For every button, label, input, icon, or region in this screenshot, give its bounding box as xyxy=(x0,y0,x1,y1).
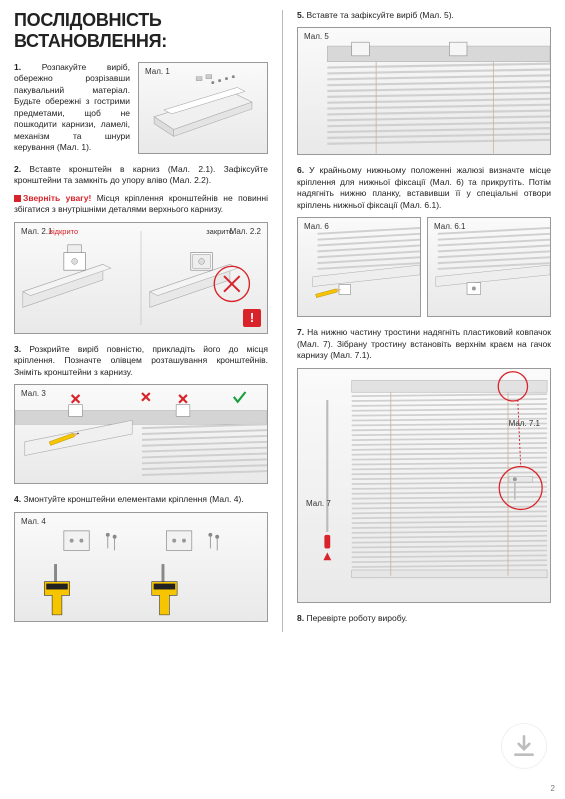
step-2-text: 2. Вставте кронштейн в карниз (Мал. 2.1)… xyxy=(14,164,268,187)
figure-7-illustration xyxy=(298,369,550,602)
figure-1-label: Мал. 1 xyxy=(145,67,170,76)
column-divider xyxy=(282,10,283,632)
step-8-text: 8. Перевірте роботу виробу. xyxy=(297,613,551,624)
figure-7-label: Мал. 7 xyxy=(306,499,331,508)
figure-6-illustration xyxy=(298,218,420,316)
figure-2-1-label: Мал. 2.1 xyxy=(21,227,52,236)
page-layout: ПОСЛІДОВНІСТЬ ВСТАНОВЛЕННЯ: 1. Розпакуйт… xyxy=(0,0,565,652)
step-7-text: 7. На нижню частину тростини надягніть п… xyxy=(297,327,551,361)
figure-4-illustration xyxy=(15,513,267,621)
figure-6-1-label: Мал. 6.1 xyxy=(434,222,465,231)
page-number: 2 xyxy=(551,784,555,793)
figure-6-1-illustration xyxy=(428,218,550,316)
step-2-attention: Зверніть увагу! Місця кріплення кронштей… xyxy=(14,193,268,216)
right-column: 5. Вставте та зафіксуйте виріб (Мал. 5).… xyxy=(297,10,551,632)
figure-2-illustration xyxy=(15,223,267,333)
figure-4-label: Мал. 4 xyxy=(21,517,46,526)
figure-2: Мал. 2.1 Мал. 2.2 відкрито закрито xyxy=(14,222,268,334)
figure-6-row: Мал. 6 xyxy=(297,217,551,327)
figure-1: Мал. 1 xyxy=(138,62,268,154)
attention-icon xyxy=(14,195,21,202)
step-3-text: 3. Розкрийте виріб повністю, прикладіть … xyxy=(14,344,268,378)
step-1-text: 1. Розпакуйте виріб, обережно розрізавши… xyxy=(14,62,130,154)
figure-6-label: Мал. 6 xyxy=(304,222,329,231)
download-icon xyxy=(501,723,547,769)
step-4-text: 4. Змонтуйте кронштейни елементами кріпл… xyxy=(14,494,268,505)
open-label: відкрито xyxy=(49,227,78,236)
left-column: ПОСЛІДОВНІСТЬ ВСТАНОВЛЕННЯ: 1. Розпакуйт… xyxy=(14,10,268,632)
figure-3-illustration xyxy=(15,385,267,483)
figure-1-illustration xyxy=(139,63,267,153)
figure-5-illustration xyxy=(298,28,550,154)
figure-4: Мал. 4 xyxy=(14,512,268,622)
figure-6: Мал. 6 xyxy=(297,217,421,317)
figure-7-1-label: Мал. 7.1 xyxy=(509,419,540,428)
step-5-text: 5. Вставте та зафіксуйте виріб (Мал. 5). xyxy=(297,10,551,21)
closed-label: закрито xyxy=(206,227,233,236)
figure-5-label: Мал. 5 xyxy=(304,32,329,41)
figure-3: Мал. 3 xyxy=(14,384,268,484)
page-title: ПОСЛІДОВНІСТЬ ВСТАНОВЛЕННЯ: xyxy=(14,10,268,52)
figure-3-label: Мал. 3 xyxy=(21,389,46,398)
figure-2-2-label: Мал. 2.2 xyxy=(230,227,261,236)
figure-6-1: Мал. 6.1 xyxy=(427,217,551,317)
step-6-text: 6. У крайньому нижньому положенні жалюзі… xyxy=(297,165,551,211)
warning-icon: ! xyxy=(243,309,261,327)
figure-5: Мал. 5 xyxy=(297,27,551,155)
figure-7: Мал. 7 Мал. 7.1 xyxy=(297,368,551,603)
step-1-block: 1. Розпакуйте виріб, обережно розрізавши… xyxy=(14,62,268,154)
